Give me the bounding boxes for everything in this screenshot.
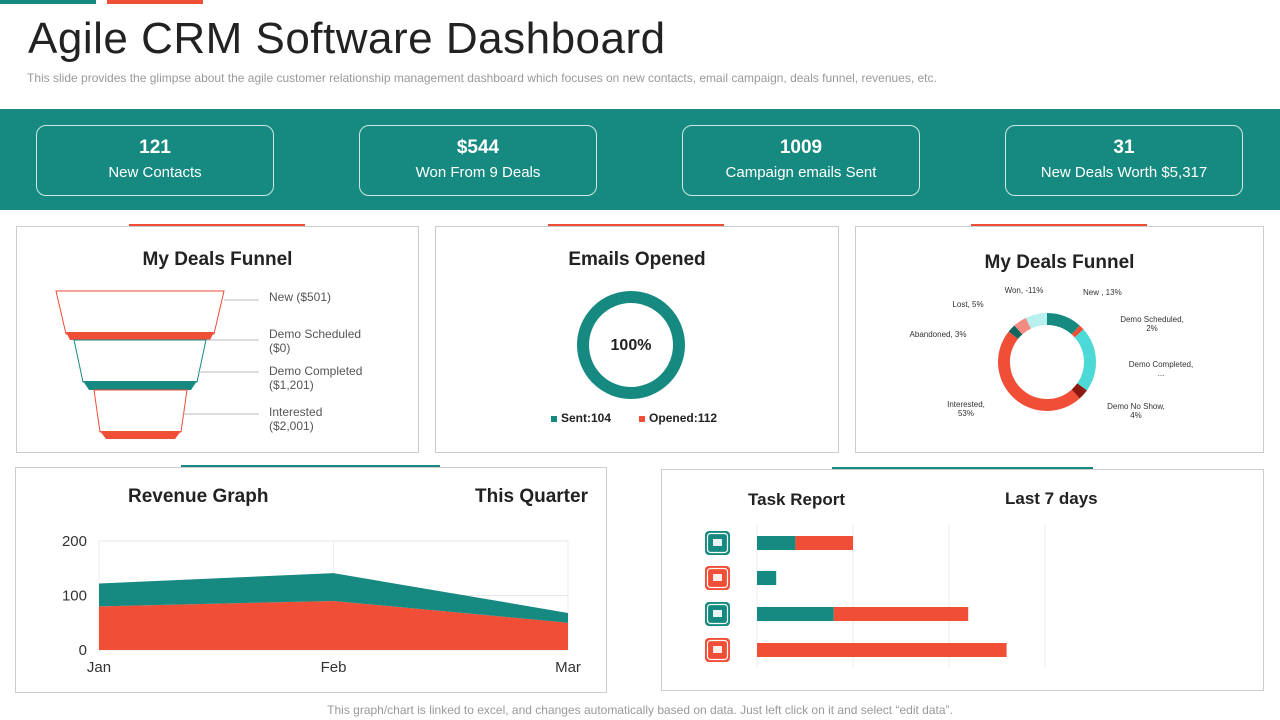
footer-note: This graph/chart is linked to excel, and… [327,703,953,717]
page-subtitle: This slide provides the glimpse about th… [27,71,937,85]
task-period: Last 7 days [1005,489,1098,508]
kpi-value: 31 [1113,137,1135,158]
task-bar [833,607,969,621]
donut-slice [1046,313,1080,335]
card-title: My Deals Funnel [142,249,293,270]
kpi-value: 121 [139,137,171,158]
task-bar [757,571,777,585]
accent-bar-teal [0,0,96,4]
donut-slice-label: Demo Completed,... [1129,360,1193,378]
kpi-campaign-emails: 1009 Campaign emails Sent [682,125,920,196]
funnel-stage-new [55,290,225,335]
card-title: Revenue Graph [128,486,269,507]
kpi-won-deals: $544 Won From 9 Deals [359,125,597,196]
emails-opened-card: Emails Opened 100% Sent:104 Opened:112 [435,226,839,453]
x-tick-label: Feb [321,659,347,676]
deals-donut-card: My Deals Funnel New , 13% Demo Scheduled,… [855,226,1264,453]
task-bar [757,607,834,621]
task-bar [757,643,1007,657]
y-tick-label: 0 [79,642,87,659]
donut-slice [1071,383,1087,399]
card-title: Task Report [748,490,845,509]
x-tick-label: Jan [87,659,111,676]
icon-glyph [713,574,722,581]
legend-item-opened: Opened:112 [639,411,717,425]
area-series [99,573,568,623]
card-title: My Deals Funnel [984,252,1135,273]
task-bar-chart [705,525,1046,668]
donut-slice [998,331,1080,411]
funnel-label-interested: Interested ($2,001) [269,405,323,433]
icon-glyph [713,610,722,617]
revenue-area-chart: 0 100 200 Jan Feb Mar [62,533,581,676]
donut-slice-sent [577,291,685,399]
donut-slice-label: New , 13% [1083,288,1122,297]
donut-slice-label: Demo Scheduled, 2% [1120,315,1184,333]
deals-funnel-card: My Deals Funnel New ($501) Demo Schedule… [16,226,419,453]
funnel-label-new: New ($501) [269,290,332,304]
area-series [99,600,568,650]
task-report-card: Task Report Last 7 days [661,469,1264,691]
icon-frame [706,567,729,589]
kpi-value: 1009 [779,137,823,158]
kpi-new-deals: 31 New Deals Worth $5,317 [1005,125,1243,196]
icon-frame [706,639,729,661]
card-title: Emails Opened [568,249,706,270]
kpi-new-contacts: 121 New Contacts [36,125,274,196]
icon-glyph [713,539,722,546]
donut-slice-label: Won, -11% [1005,286,1044,295]
funnel-label-demo-scheduled: Demo Scheduled ($0) [269,327,362,355]
deals-donut-chart: New , 13% Demo Scheduled, 2% Demo Completed… [910,286,1194,420]
donut-slice-label: Abandoned, 3% [910,330,967,339]
funnel-label-demo-completed: Demo Completed ($1,201) [269,364,363,392]
kpi-label: Campaign emails Sent [725,164,877,181]
accent-bar-red [107,0,203,4]
donut-slice-label: Lost, 5% [952,300,983,309]
y-tick-label: 200 [62,533,87,550]
page-title: Agile CRM Software Dashboard [28,14,666,63]
x-tick-label: Mar [555,659,581,676]
kpi-label: Won From 9 Deals [415,164,541,181]
funnel-chart [55,290,259,439]
kpi-label: New Contacts [108,164,202,181]
donut-slice [1071,325,1084,338]
donut-slice [1025,313,1048,329]
kpi-label: New Deals Worth $5,317 [1040,164,1208,181]
funnel-band-red [66,332,214,340]
task-bar [757,536,796,550]
revenue-period: This Quarter [475,486,588,507]
donut-slice-label: Demo No Show, 4% [1107,402,1165,420]
funnel-stage-demo-scheduled [73,339,207,383]
funnel-band-teal [83,381,197,390]
donut-slice [1008,325,1023,340]
icon-frame [706,603,729,625]
funnel-stage-interested [93,389,188,433]
revenue-card: Revenue Graph This Quarter 0 100 200 Jan Feb… [15,467,607,693]
donut-slice [1014,317,1032,335]
task-bar [795,536,853,550]
y-tick-label: 100 [62,588,87,605]
emails-donut [577,291,685,399]
icon-glyph [713,646,722,653]
donut-slice-label: Interested, 53% [947,400,985,418]
emails-legend: Sent:104 Opened:112 [551,411,717,425]
legend-item-sent: Sent:104 [551,411,611,425]
funnel-band-red [100,431,181,439]
donut-slice [1074,329,1096,391]
donut-center-value: 100% [610,337,652,354]
icon-frame [706,532,729,554]
kpi-value: $544 [456,137,500,158]
